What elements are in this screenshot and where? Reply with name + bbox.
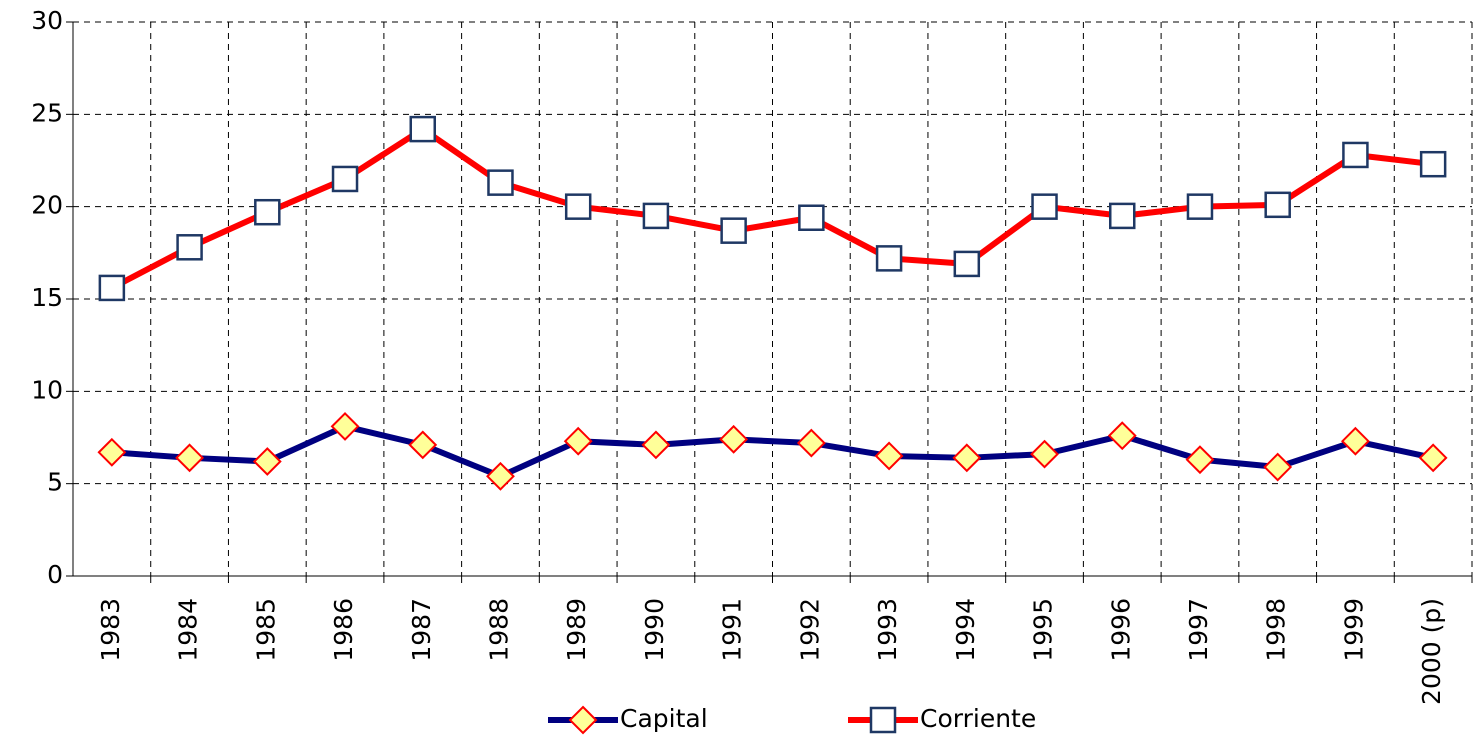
data-point	[1109, 202, 1136, 230]
x-tick-label: 1984	[174, 598, 203, 662]
data-point	[952, 443, 982, 473]
y-tick-label: 30	[31, 6, 63, 35]
data-point	[1107, 421, 1137, 451]
data-point	[720, 217, 747, 244]
x-tick-label: 1992	[795, 598, 824, 662]
x-tick-label: 1983	[96, 598, 125, 662]
data-point	[1418, 443, 1448, 473]
data-point	[97, 437, 127, 467]
data-point	[254, 198, 281, 226]
x-tick-label: 1985	[251, 598, 280, 662]
data-point	[1419, 150, 1447, 178]
data-point	[1341, 426, 1370, 456]
x-tick-label: 1994	[951, 598, 980, 662]
x-tick-label: 1993	[873, 598, 902, 662]
data-point	[175, 443, 204, 473]
y-tick-label: 15	[31, 283, 63, 312]
data-point	[1031, 193, 1058, 220]
data-point	[1264, 191, 1291, 219]
data-point	[1186, 193, 1214, 220]
data-point	[176, 234, 203, 261]
data-point	[98, 274, 126, 302]
data-point	[798, 204, 825, 231]
data-point	[953, 250, 981, 278]
data-point	[409, 115, 436, 143]
data-point	[875, 245, 903, 272]
data-point	[641, 430, 671, 460]
x-tick-label: 1987	[407, 598, 436, 662]
data-point	[642, 202, 670, 230]
data-point	[330, 412, 360, 441]
legend-label: Corriente	[920, 704, 1036, 733]
x-tick-label: 1998	[1262, 598, 1291, 662]
x-tick-label: 1999	[1339, 598, 1368, 662]
x-tick-label: 1986	[329, 598, 358, 662]
data-point	[331, 165, 359, 193]
x-tick-label: 1997	[1184, 598, 1213, 662]
data-point	[252, 447, 282, 476]
data-point	[563, 426, 593, 456]
data-point	[1185, 445, 1215, 475]
x-tick-label: 1990	[640, 598, 669, 662]
data-point	[1263, 452, 1293, 482]
legend-marker	[869, 706, 897, 734]
y-tick-label: 20	[31, 191, 63, 220]
data-point	[1342, 141, 1369, 169]
x-tick-label: 1988	[484, 598, 513, 662]
data-point	[564, 193, 592, 220]
data-point	[719, 424, 749, 454]
x-tick-label: 2000 (p)	[1417, 598, 1446, 705]
data-point	[796, 428, 826, 458]
data-point	[487, 169, 514, 196]
y-tick-label: 0	[47, 560, 63, 589]
data-point	[874, 441, 904, 471]
y-tick-label: 10	[31, 375, 63, 404]
y-tick-label: 5	[47, 468, 63, 497]
x-tick-label: 1989	[562, 598, 591, 662]
legend-label: Capital	[620, 704, 708, 733]
x-tick-label: 1996	[1106, 598, 1135, 662]
legend-marker	[568, 705, 598, 735]
data-point	[1030, 439, 1059, 469]
x-tick-label: 1991	[718, 598, 747, 662]
y-tick-label: 25	[31, 98, 63, 127]
data-point	[486, 461, 515, 491]
x-tick-label: 1995	[1029, 598, 1058, 662]
data-point	[408, 430, 438, 460]
